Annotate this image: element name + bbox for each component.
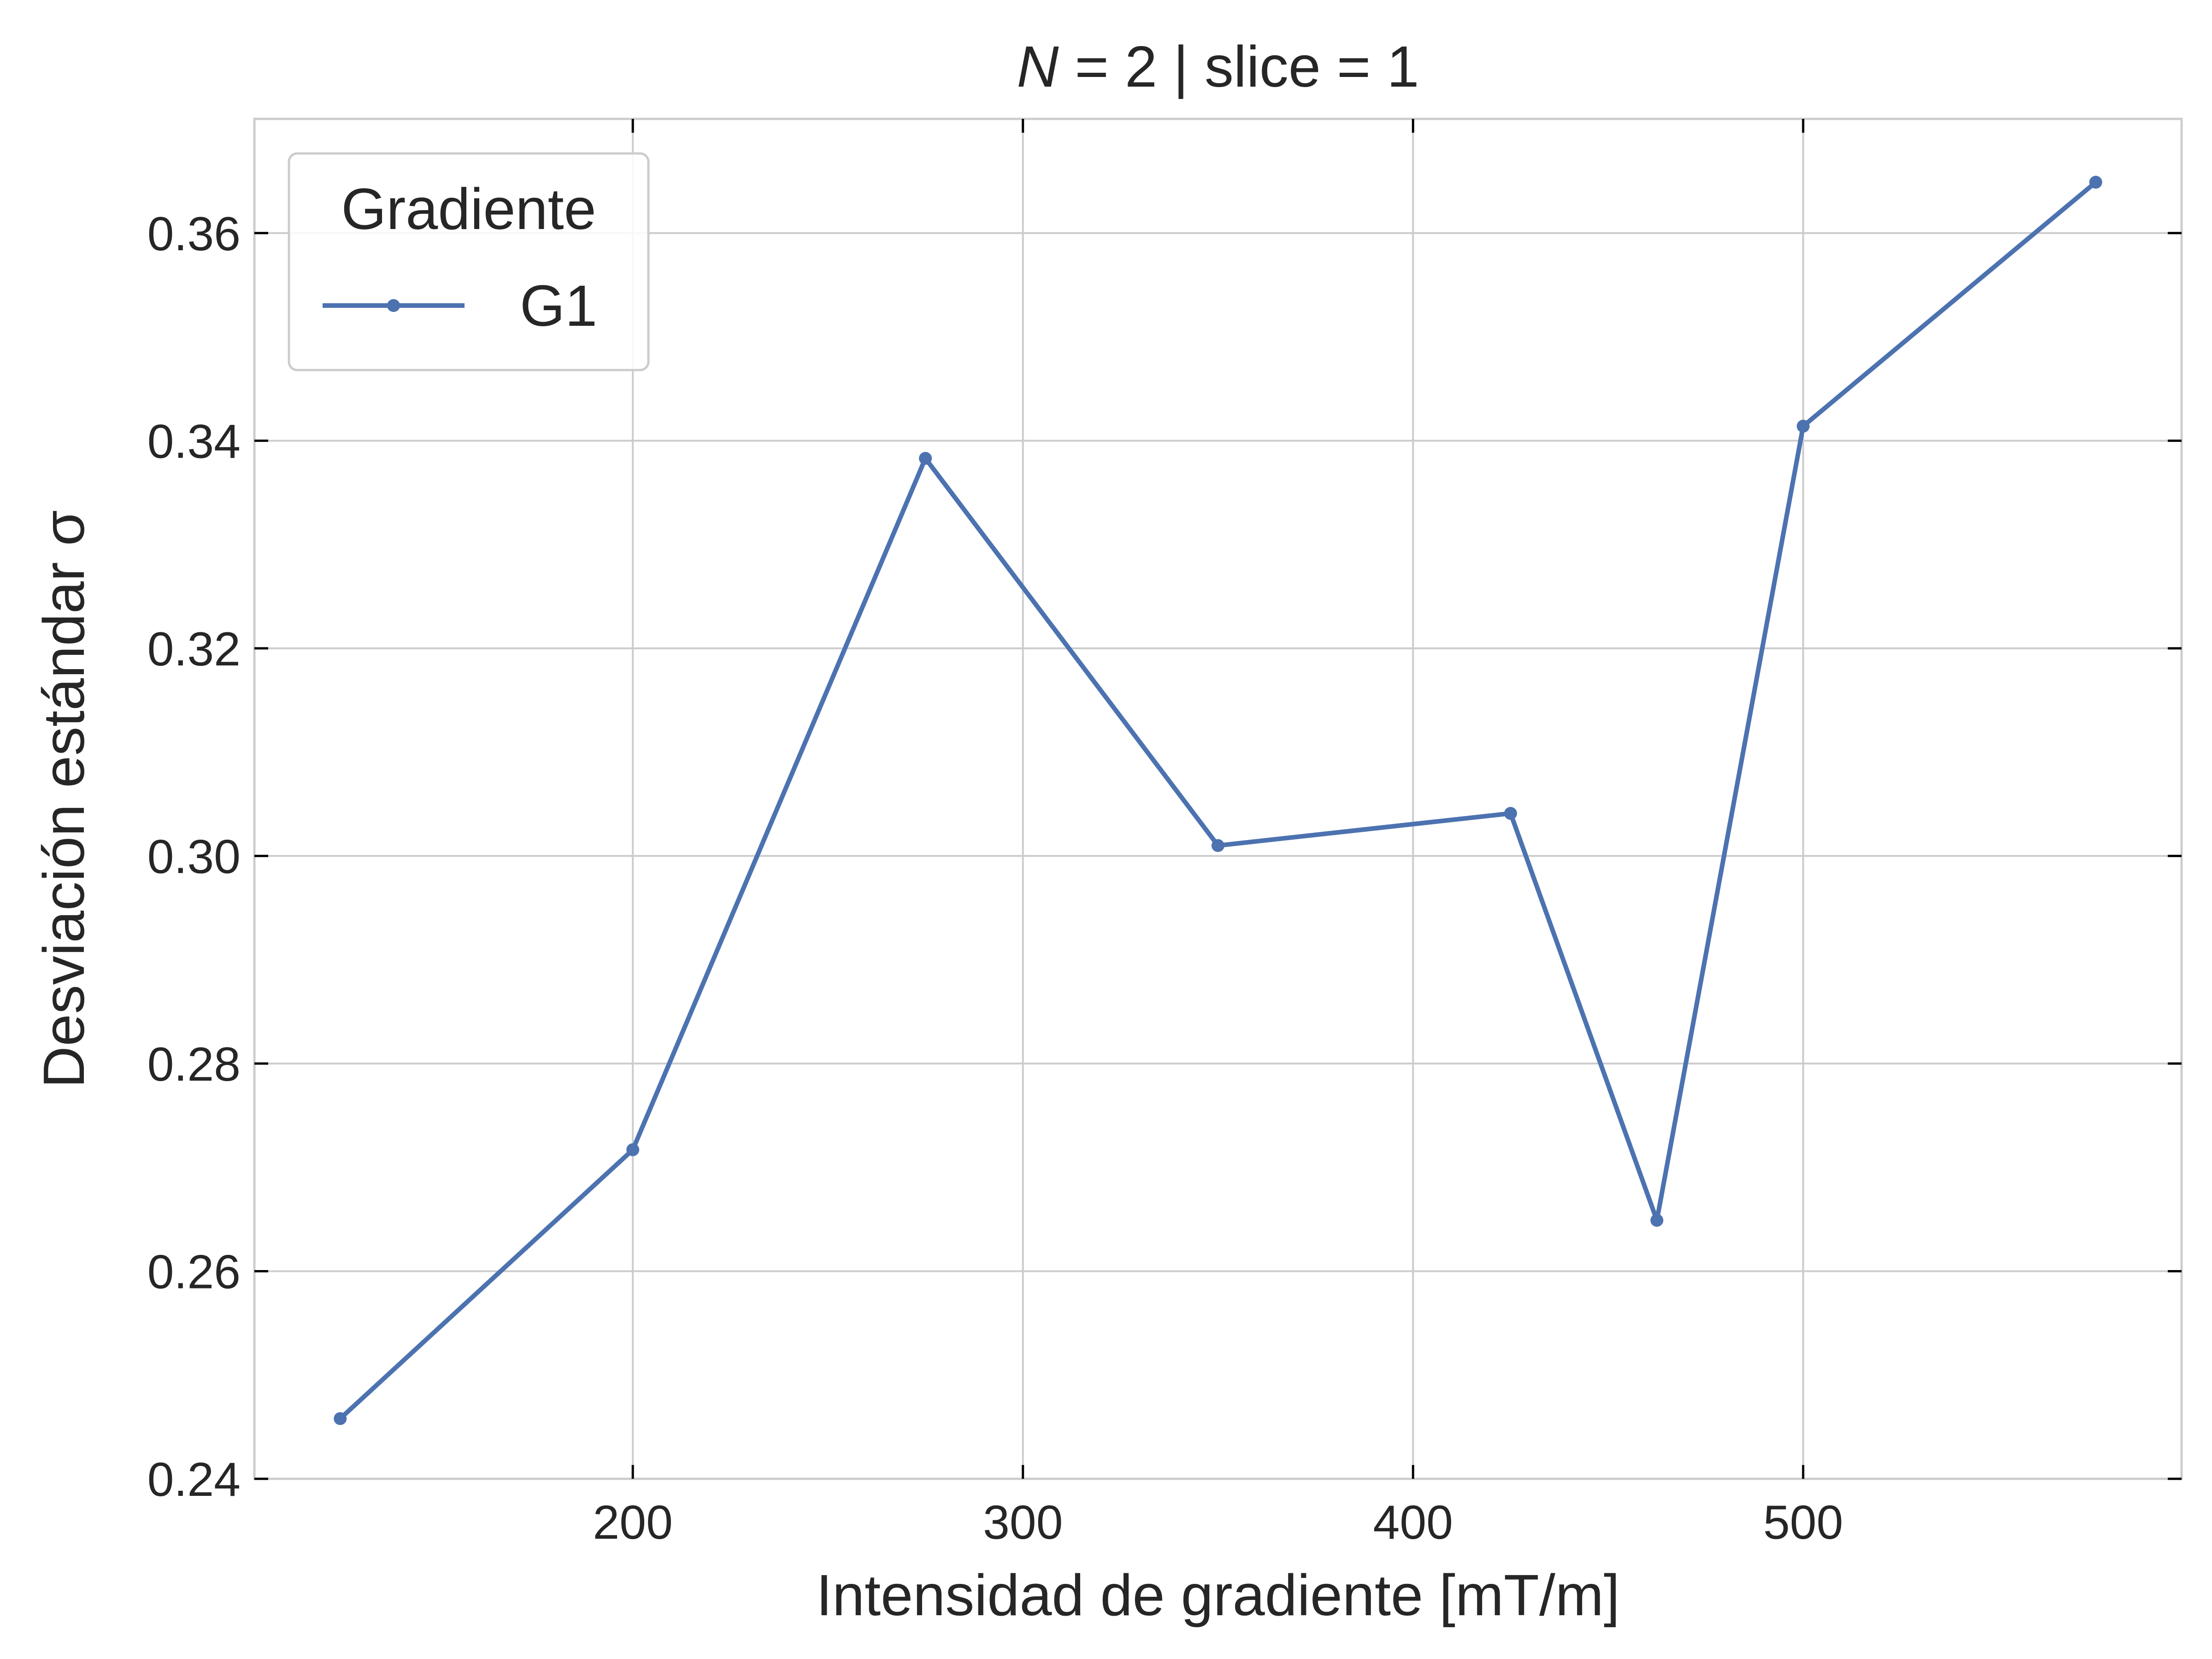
data-point [1504, 807, 1517, 820]
y-tick-label: 0.24 [147, 1453, 241, 1506]
y-tick-label: 0.26 [147, 1245, 241, 1299]
y-tick-label: 0.28 [147, 1038, 241, 1091]
data-point [1212, 839, 1224, 852]
y-tick-label: 0.32 [147, 623, 241, 676]
x-axis-label: Intensidad de gradiente [mT/m] [816, 1563, 1620, 1628]
data-point [626, 1143, 640, 1156]
ticks: 200 300 400 500 0.24 0.26 0.28 0.30 0.32 0.34 0.36 [147, 119, 2182, 1549]
series-layer [334, 176, 2102, 1425]
y-tick-label: 0.30 [147, 830, 241, 883]
series-line-g1 [338, 180, 2097, 1421]
data-point [919, 452, 932, 465]
legend-box [288, 152, 650, 371]
data-point [1796, 419, 1810, 433]
x-tick-label: 300 [983, 1496, 1063, 1549]
plot-frame [253, 118, 2183, 1480]
data-point [334, 1412, 347, 1425]
data-point [1650, 1214, 1664, 1227]
x-tick-label: 200 [593, 1496, 673, 1549]
chart-title: N = 2 | slice = 1 [1017, 34, 1419, 99]
legend-marker-g1 [387, 299, 400, 312]
x-tick-label: 500 [1763, 1496, 1843, 1549]
x-tick-label: 400 [1373, 1496, 1453, 1549]
y-tick-label: 0.34 [147, 415, 241, 468]
data-point [2089, 176, 2102, 189]
y-axis-label: Desviación estándar σ [31, 510, 96, 1088]
legend-label-g1: G1 [520, 273, 597, 338]
chart-title-italic: N [1017, 34, 1059, 99]
legend-title: Gradiente [341, 176, 596, 241]
grid [254, 119, 2182, 1480]
y-tick-label: 0.36 [147, 207, 241, 261]
legend: Gradiente G1 [288, 152, 650, 371]
chart-title-rest: = 2 | slice = 1 [1059, 34, 1419, 99]
